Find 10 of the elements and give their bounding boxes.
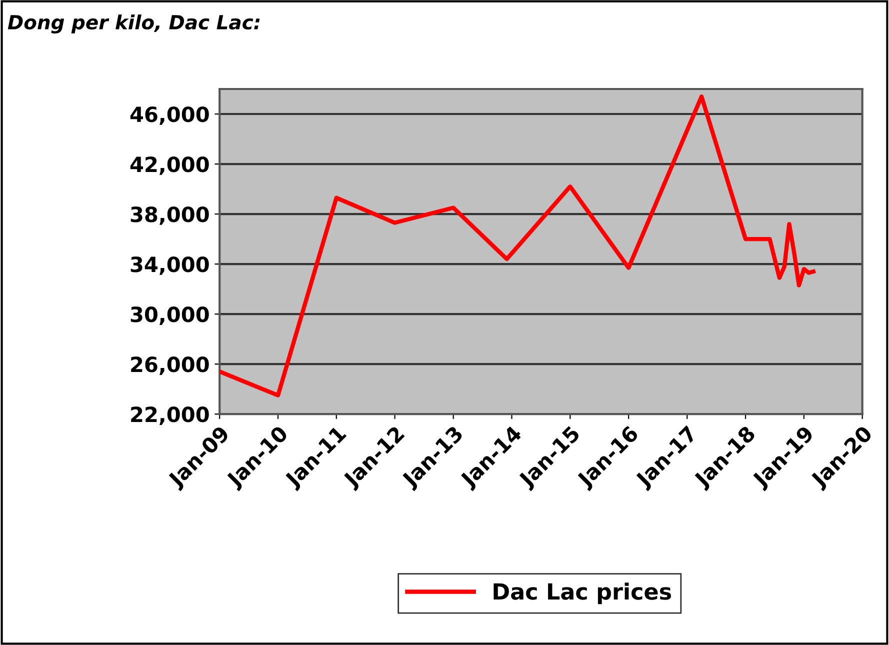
y-tick-label: 42,000 bbox=[130, 156, 209, 175]
y-tick-label: 30,000 bbox=[130, 306, 209, 325]
chart-title: Dong per kilo, Dac Lac: bbox=[8, 14, 260, 34]
y-tick-label: 34,000 bbox=[130, 256, 209, 275]
line-series bbox=[220, 94, 816, 398]
y-tick-label: 22,000 bbox=[131, 406, 209, 425]
legend-label: Dac Lac prices bbox=[494, 582, 671, 604]
y-tick-label: 46,000 bbox=[130, 106, 209, 125]
y-tick-label: 26,000 bbox=[131, 356, 209, 375]
y-tick-label: 38,000 bbox=[130, 206, 209, 225]
